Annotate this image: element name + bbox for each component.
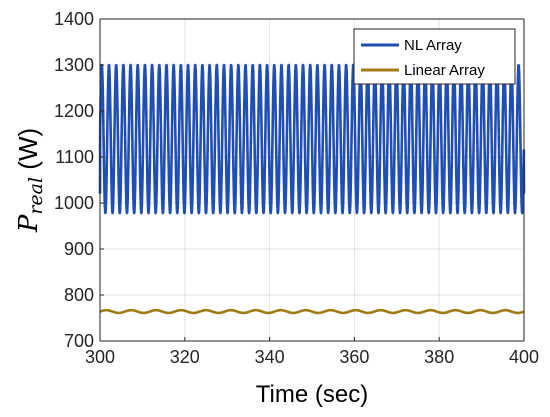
legend-label-linear-array: Linear Array [404, 62, 485, 79]
y-axis-label: Preal (W) [13, 128, 47, 233]
y-tick-label: 1100 [55, 147, 94, 167]
plot-area-frame [99, 18, 525, 342]
legend: NL Array Linear Array [353, 28, 516, 85]
y-tick-label: 900 [64, 239, 94, 259]
legend-label-nl-array: NL Array [404, 37, 462, 54]
legend-box [353, 28, 516, 85]
y-tick-label: 800 [64, 285, 94, 305]
x-tick-label: 320 [170, 347, 200, 367]
x-tick-label: 300 [85, 347, 115, 367]
x-axis-label: Time (sec) [256, 381, 368, 408]
y-axis-label-main: P [14, 214, 44, 233]
x-tick-label: 340 [255, 347, 285, 367]
y-axis-label-subscript: real [25, 177, 47, 215]
x-tick-label: 400 [509, 347, 539, 367]
axis-ticks: 300 320 340 360 380 400 700 800 900 1000 1100 1200 1… [54, 9, 539, 367]
y-tick-label: 1000 [54, 193, 94, 213]
y-tick-label: 700 [64, 331, 94, 351]
x-tick-label: 360 [339, 347, 369, 367]
series-line-linear-array [98, 308, 526, 315]
y-axis-label-unit: (W) [13, 128, 43, 177]
y-tick-label: 1300 [54, 55, 94, 75]
y-tick-label: 1200 [54, 101, 94, 121]
y-tick-label: 1400 [54, 9, 94, 29]
x-tick-label: 380 [424, 347, 454, 367]
